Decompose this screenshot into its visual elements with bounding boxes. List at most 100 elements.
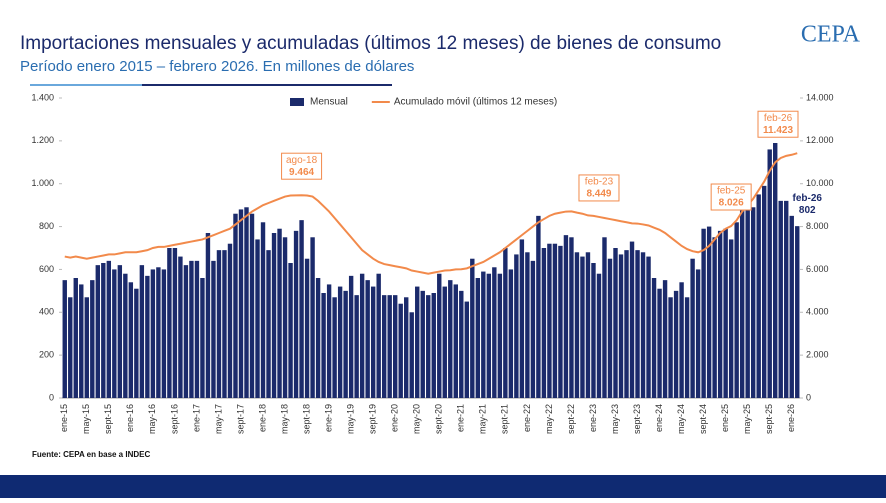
bar — [712, 237, 717, 398]
chart-subtitle: Período enero 2015 – febrero 2026. En mi… — [20, 58, 414, 75]
y2-tick-label: 12.000 — [806, 135, 834, 145]
x-tick-label: ene-16 — [125, 404, 135, 432]
bar — [244, 207, 249, 398]
bar — [679, 282, 684, 398]
bar — [387, 295, 392, 398]
bar — [552, 243, 558, 398]
y2-tick-label: 2.000 — [806, 350, 829, 360]
bar — [409, 312, 414, 398]
bar — [376, 273, 381, 398]
bar — [145, 275, 150, 398]
x-tick-label: sept-25 — [764, 404, 774, 434]
legend-label: Acumulado móvil (últimos 12 meses) — [394, 97, 557, 108]
bar — [106, 260, 112, 398]
y-tick-label: 600 — [39, 264, 54, 274]
x-tick-label: ene-18 — [257, 404, 267, 432]
x-tick-label: may-15 — [81, 404, 91, 434]
bar — [337, 286, 343, 398]
bar — [172, 248, 178, 398]
bar — [288, 263, 293, 398]
annotation-box — [281, 152, 323, 180]
bar — [73, 278, 78, 398]
bar — [547, 243, 552, 398]
bar — [486, 273, 492, 398]
bar — [84, 297, 89, 398]
annotation-value: 8.449 — [586, 189, 611, 200]
x-tick-label: may-20 — [412, 404, 422, 434]
annotation-label: ago-18 — [286, 155, 318, 166]
x-tick-label: ene-15 — [59, 404, 69, 432]
bar — [392, 295, 398, 398]
bar — [359, 273, 365, 398]
bar — [481, 271, 486, 398]
bar — [448, 280, 453, 398]
bar — [767, 149, 772, 398]
x-tick-label: sept-19 — [368, 404, 378, 434]
bar — [602, 237, 607, 398]
bar — [415, 286, 420, 398]
legend-swatch — [290, 98, 304, 106]
bar — [778, 200, 783, 398]
bar — [205, 233, 211, 398]
bar — [745, 205, 750, 398]
bar — [607, 258, 613, 398]
bar — [739, 190, 745, 398]
bar — [249, 213, 255, 398]
bar — [651, 278, 657, 398]
x-tick-label: may-16 — [147, 404, 157, 434]
bar — [343, 290, 348, 398]
bar — [789, 215, 794, 398]
bar — [370, 286, 376, 398]
y2-tick-label: 14.000 — [806, 92, 834, 102]
bar — [178, 256, 183, 398]
bar — [348, 275, 354, 398]
bar — [101, 263, 106, 398]
bar — [62, 280, 67, 398]
bar — [750, 207, 756, 398]
bar — [569, 237, 574, 398]
bar — [459, 290, 464, 398]
bar — [734, 222, 739, 398]
bar — [706, 226, 712, 398]
bar — [492, 267, 497, 398]
bar — [618, 254, 624, 398]
bar — [260, 222, 266, 398]
bar — [629, 241, 635, 398]
bar — [635, 250, 640, 398]
bar — [255, 239, 260, 398]
bar — [585, 252, 591, 398]
bar — [426, 295, 431, 398]
bar — [519, 239, 525, 398]
bar — [503, 248, 508, 398]
y2-tick-label: 0 — [806, 392, 811, 402]
bar — [563, 235, 569, 398]
bar — [574, 252, 580, 398]
bar — [139, 265, 145, 398]
x-tick-label: ene-19 — [323, 404, 333, 432]
bar — [717, 230, 723, 398]
x-tick-label: ene-23 — [588, 404, 598, 432]
bar — [233, 213, 238, 398]
bar — [596, 273, 602, 398]
legend-label: Mensual — [310, 97, 348, 108]
bar — [112, 269, 117, 398]
bar — [398, 303, 403, 398]
chart-title: Importaciones mensuales y acumuladas (úl… — [20, 33, 721, 54]
x-tick-label: may-18 — [279, 404, 289, 434]
bar — [657, 288, 662, 398]
bar — [673, 290, 679, 398]
bar — [525, 252, 530, 398]
y-tick-label: 0 — [49, 392, 54, 402]
bar — [662, 280, 668, 398]
bar — [189, 260, 194, 398]
bar — [536, 215, 541, 398]
bar — [420, 290, 425, 398]
x-tick-label: ene-26 — [786, 404, 796, 432]
bar — [646, 256, 651, 398]
annotation-value: 11.423 — [763, 125, 793, 136]
bar — [200, 278, 205, 398]
bar — [238, 209, 244, 398]
bar — [123, 273, 128, 398]
logo: CEPA — [801, 22, 861, 48]
bar — [282, 237, 288, 398]
